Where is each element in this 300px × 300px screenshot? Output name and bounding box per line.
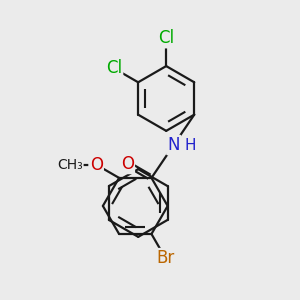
Text: Cl: Cl <box>106 59 122 77</box>
Text: Br: Br <box>156 249 175 267</box>
Text: O: O <box>121 155 134 173</box>
Text: N: N <box>167 136 180 154</box>
Text: CH₃: CH₃ <box>57 158 83 172</box>
Text: O: O <box>90 156 103 174</box>
Text: Cl: Cl <box>158 29 174 47</box>
Text: H: H <box>185 138 197 153</box>
